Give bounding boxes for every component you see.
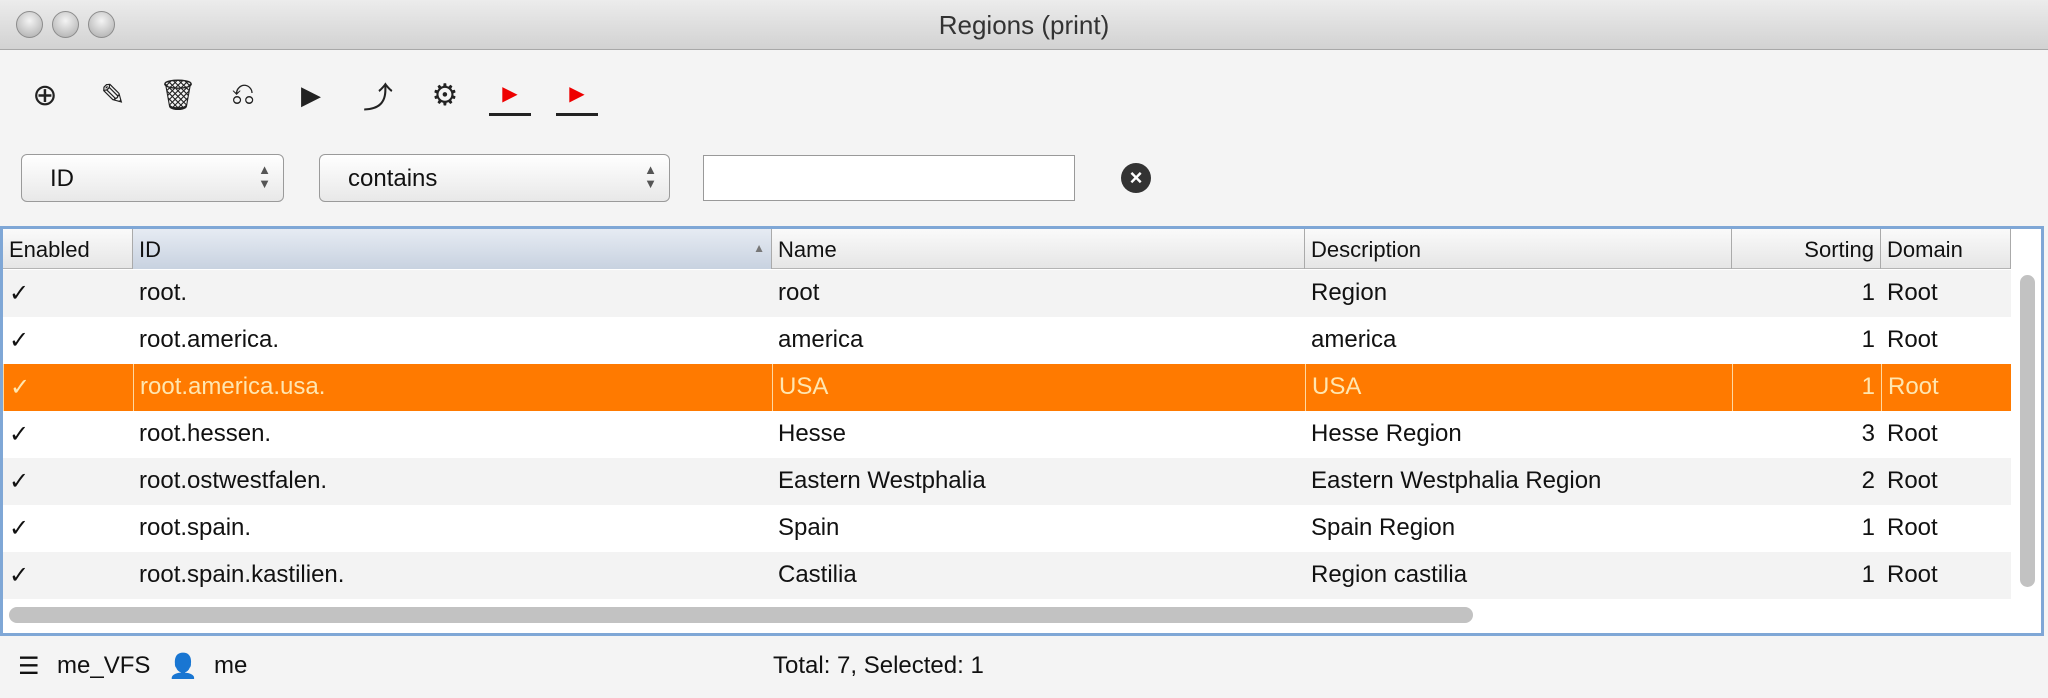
- cell-domain: Root: [1887, 467, 1938, 494]
- table-row[interactable]: ✓ root.america.usa. USA USA 1 Root: [3, 364, 2011, 411]
- cell-name: root: [778, 279, 820, 306]
- play-icon[interactable]: ▶: [301, 79, 321, 110]
- cell-description: Region castilia: [1311, 561, 1468, 588]
- cell-enabled: ✓: [9, 421, 30, 448]
- stepper-arrows-icon: ▲ ▼: [644, 162, 657, 191]
- vertical-scroll-thumb[interactable]: [2020, 275, 2035, 587]
- column-header-description[interactable]: Description: [1305, 229, 1732, 269]
- cell-sorting: 1: [1861, 561, 1875, 588]
- cell-domain: Root: [1887, 561, 1938, 588]
- column-header-name[interactable]: Name: [772, 229, 1305, 269]
- window-title: Regions (print): [938, 10, 1110, 40]
- cell-description: Hesse Region: [1311, 420, 1462, 447]
- cell-id: root.america.usa.: [133, 364, 772, 411]
- table-row[interactable]: ✓ root.hessen. Hesse Hesse Region 3 Root: [3, 411, 2011, 458]
- title-bar: Regions (print): [0, 0, 2048, 50]
- cell-enabled: ✓: [9, 327, 30, 354]
- cell-sorting: 1: [1861, 326, 1875, 353]
- filter-field-select[interactable]: ID ▲ ▼: [21, 154, 284, 202]
- filter-field-value: ID: [50, 165, 74, 192]
- cell-sorting: 1: [1861, 279, 1875, 306]
- cell-description: USA: [1305, 364, 1732, 411]
- cell-description: Spain Region: [1311, 514, 1456, 541]
- vfs-icon: ☰: [18, 653, 40, 680]
- cell-description: Region: [1311, 279, 1388, 306]
- horizontal-scrollbar[interactable]: [3, 599, 2011, 629]
- zoom-window-button[interactable]: [88, 11, 115, 38]
- filter-value-input[interactable]: [703, 155, 1075, 201]
- move-first-icon[interactable]: ▶: [489, 74, 531, 116]
- selection-summary: Total: 7, Selected: 1: [773, 652, 984, 679]
- cell-domain: Root: [1887, 514, 1938, 541]
- user-icon: 👤: [168, 653, 198, 680]
- cell-enabled: ✓: [3, 364, 133, 411]
- settings-gear-icon[interactable]: ⚙: [431, 78, 459, 112]
- cell-sorting: 1: [1732, 364, 1881, 411]
- table-row[interactable]: ✓ root.ostwestfalen. Eastern Westphalia Eas…: [3, 458, 2011, 505]
- cell-domain: Root: [1887, 420, 1938, 447]
- cell-name: Spain: [778, 514, 840, 541]
- cell-id: root.spain.kastilien.: [139, 561, 345, 588]
- move-next-icon[interactable]: ▶: [556, 74, 598, 116]
- cell-domain: Root: [1881, 364, 2011, 411]
- cell-id: root.spain.: [139, 514, 252, 541]
- cell-enabled: ✓: [9, 562, 30, 589]
- filter-operator-value: contains: [348, 165, 438, 192]
- column-header-domain[interactable]: Domain: [1881, 229, 2011, 269]
- cell-name: USA: [772, 364, 1305, 411]
- cell-id: root.: [139, 279, 188, 306]
- cell-name: Eastern Westphalia: [778, 467, 986, 494]
- delete-trash-icon[interactable]: 🗑: [158, 78, 198, 112]
- column-header-sorting[interactable]: Sorting: [1732, 229, 1881, 269]
- cell-enabled: ✓: [9, 468, 30, 495]
- cell-domain: Root: [1887, 326, 1938, 353]
- table-row[interactable]: ✓ root. root Region 1 Root: [3, 270, 2011, 317]
- regions-table: Enabled ID ▲ Name Description Sorting Domain ✓…: [0, 226, 2044, 636]
- copy-transfer-icon[interactable]: ⎌: [231, 78, 255, 111]
- cell-sorting: 2: [1861, 467, 1875, 494]
- horizontal-scroll-thumb[interactable]: [9, 607, 1473, 623]
- cell-domain: Root: [1887, 279, 1938, 306]
- cell-name: Hesse: [778, 420, 847, 447]
- cell-sorting: 3: [1861, 420, 1875, 447]
- clear-filter-icon[interactable]: ×: [1121, 163, 1151, 193]
- cell-id: root.ostwestfalen.: [139, 467, 328, 494]
- column-header-id[interactable]: ID ▲: [133, 229, 772, 269]
- column-header-enabled[interactable]: Enabled: [3, 229, 133, 269]
- cell-id: root.america.: [139, 326, 280, 353]
- cell-sorting: 1: [1861, 514, 1875, 541]
- stepper-arrows-icon: ▲ ▼: [258, 162, 271, 191]
- cell-name: america: [778, 326, 864, 353]
- cell-enabled: ✓: [9, 280, 30, 307]
- export-icon[interactable]: ⤴: [363, 82, 393, 115]
- minimize-window-button[interactable]: [52, 11, 79, 38]
- cell-description: america: [1311, 326, 1397, 353]
- table-row[interactable]: ✓ root.spain. Spain Spain Region 1 Root: [3, 505, 2011, 552]
- vfs-label: me_VFS: [57, 652, 151, 679]
- cell-enabled: ✓: [9, 515, 30, 542]
- table-row[interactable]: ✓ root.spain.kastilien. Castilia Region cas…: [3, 552, 2011, 599]
- sort-ascending-icon: ▲: [753, 241, 765, 255]
- close-window-button[interactable]: [16, 11, 43, 38]
- user-label: me: [214, 652, 248, 679]
- vertical-scrollbar[interactable]: [2015, 271, 2041, 591]
- table-header: Enabled ID ▲ Name Description Sorting Domain: [3, 229, 2011, 269]
- filter-operator-select[interactable]: contains ▲ ▼: [319, 154, 670, 202]
- edit-pencil-icon[interactable]: ✎: [100, 78, 126, 112]
- table-row[interactable]: ✓ root.america. america america 1 Root: [3, 317, 2011, 364]
- cell-id: root.hessen.: [139, 420, 272, 447]
- cell-name: Castilia: [778, 561, 857, 588]
- cell-description: Eastern Westphalia Region: [1311, 467, 1602, 494]
- add-icon[interactable]: ⊕: [32, 78, 58, 112]
